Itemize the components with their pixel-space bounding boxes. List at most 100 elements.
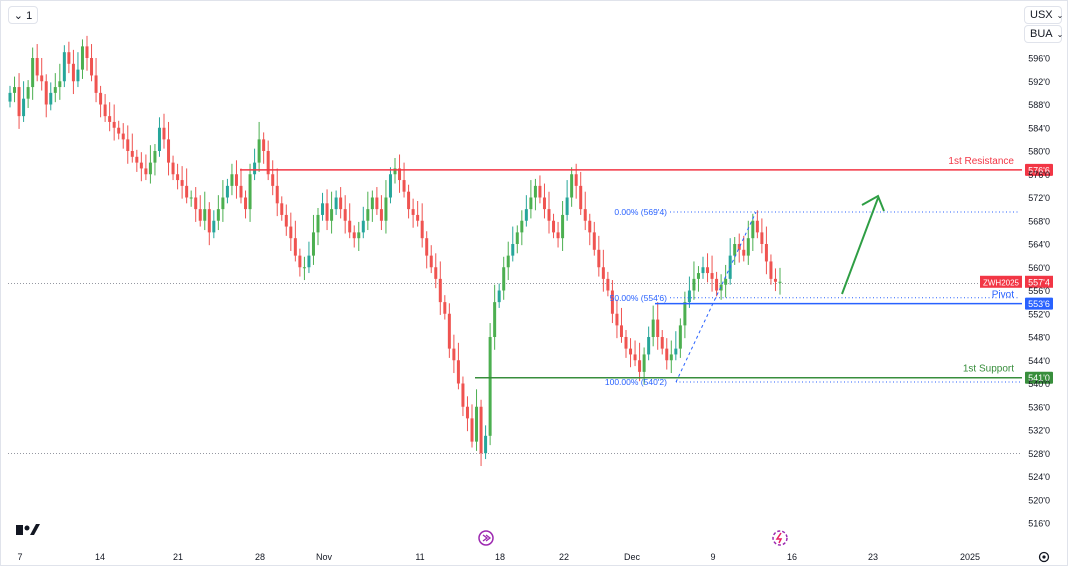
candle-body (561, 214, 565, 239)
candle-body (683, 302, 687, 326)
candle-body (733, 244, 737, 256)
candle-body (574, 174, 578, 186)
unit-label: BUA (1030, 28, 1053, 40)
y-tick-label: 524'0 (1028, 472, 1050, 482)
candle-body (352, 232, 356, 239)
x-tick-label: 2025 (960, 552, 980, 562)
tradingview-logo-icon[interactable] (16, 524, 40, 535)
currency-label: USX (1030, 9, 1053, 21)
candle-body (26, 87, 30, 99)
y-tick-label: 552'0 (1028, 309, 1050, 319)
candle-body (710, 273, 714, 279)
candle-body (130, 151, 134, 157)
price-axis[interactable]: 596'0 592'0 588'0 584'0 580'0 576'0 572'0 568'0… (1028, 54, 1050, 529)
candle-body (642, 354, 646, 372)
candle-body (769, 261, 773, 279)
candle-body (194, 197, 198, 210)
candle-body (293, 238, 297, 256)
candle-body (90, 58, 94, 76)
candle-body (420, 220, 424, 239)
projection-arrow-head (861, 194, 885, 212)
candle-body (330, 209, 334, 221)
candle-body (348, 220, 352, 233)
candle-body (80, 46, 84, 70)
candle-body (85, 46, 89, 58)
candle-body (248, 174, 252, 210)
candle-body (706, 267, 710, 274)
candle-body (737, 244, 741, 250)
unit-dropdown[interactable]: BUA ⌄ (1024, 25, 1063, 43)
level-label: Pivot (992, 290, 1014, 301)
fibonacci-retracement[interactable]: 0.00% (569'4) 50.00% (554'6) 100.00% (540'… (605, 207, 1020, 387)
candle-body (221, 197, 225, 210)
y-tick-label: 544'0 (1028, 356, 1050, 366)
candle-body (434, 267, 438, 279)
candle-body (606, 278, 610, 291)
interval-dropdown[interactable]: ⌄ 1 (8, 6, 38, 24)
candle-body (651, 319, 655, 337)
y-tick-label: 516'0 (1028, 519, 1050, 529)
candle-body (583, 209, 587, 221)
candle-body (370, 197, 374, 210)
level-price-tag (1025, 163, 1053, 176)
candle-body (112, 121, 116, 128)
candle-body (438, 278, 442, 303)
level-price-text: 576'6 (1028, 165, 1050, 175)
candle-body (461, 383, 465, 407)
currency-dropdown[interactable]: USX ⌄ (1024, 6, 1063, 24)
candle-body (624, 337, 628, 349)
levels: 1st Resistance 576'6 Pivot 553'6 1st Support… (240, 156, 1053, 384)
candle-body (103, 104, 107, 117)
candle-body (778, 281, 782, 283)
candle-body (185, 185, 189, 198)
candle-body (647, 337, 651, 355)
candle-body (167, 139, 171, 163)
x-tick-label: 22 (559, 552, 569, 562)
candle-body (579, 185, 583, 210)
candle-body (94, 75, 98, 93)
level-price-tag (1025, 371, 1053, 384)
candle-body (162, 127, 166, 140)
time-axis[interactable]: 7 14 21 28 Nov 11 18 22 Dec 9 16 23 2025 (17, 552, 980, 562)
x-tick-label: 14 (95, 552, 105, 562)
y-tick-label: 576'0 (1028, 170, 1050, 180)
candle-body (547, 209, 551, 221)
candle-body (325, 203, 329, 221)
candle-body (108, 116, 112, 122)
y-tick-label: 548'0 (1028, 333, 1050, 343)
candle-body (212, 220, 216, 233)
fib-level-label: 50.00% (554'6) (610, 293, 668, 303)
y-tick-label: 520'0 (1028, 495, 1050, 505)
symbol-tag-text: ZWH2025 (983, 278, 1020, 287)
candle-body (234, 174, 238, 186)
y-tick-label: 532'0 (1028, 426, 1050, 436)
candle-body (271, 174, 275, 186)
candle-body (393, 168, 397, 175)
settings-gear-icon[interactable] (1038, 551, 1050, 563)
candle-body (746, 238, 750, 256)
candle-body (669, 354, 673, 361)
candle-body (552, 220, 556, 233)
candle-body (497, 290, 501, 303)
fib-level-label: 0.00% (569'4) (614, 207, 667, 217)
candle-body (262, 139, 266, 151)
candle-body (117, 127, 121, 134)
replay-icon[interactable] (478, 530, 494, 546)
y-tick-label: 560'0 (1028, 263, 1050, 273)
events-icon[interactable] (772, 530, 788, 546)
candle-body (289, 226, 293, 239)
candle-body (180, 180, 184, 186)
candle-body (148, 162, 152, 175)
candle-body (529, 197, 533, 210)
candle-body (751, 220, 755, 239)
candle-body (520, 220, 524, 233)
candle-body (570, 174, 574, 198)
y-tick-label: 580'0 (1028, 147, 1050, 157)
candle-body (339, 197, 343, 210)
candle-body (311, 232, 315, 256)
candle-body (619, 325, 623, 337)
candle-body (44, 81, 48, 105)
candle-body (40, 75, 44, 82)
candle-body (76, 69, 80, 82)
